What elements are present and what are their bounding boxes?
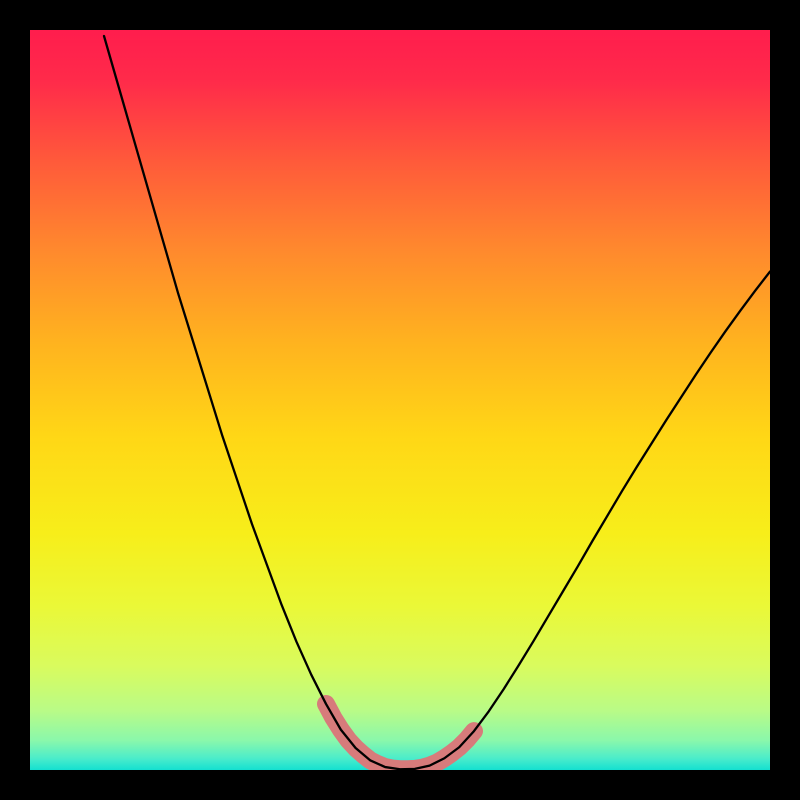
bottleneck-curve-chart bbox=[0, 0, 800, 800]
chart-container: TheBottleneck.com bbox=[0, 0, 800, 800]
chart-gradient-bg bbox=[30, 30, 770, 770]
